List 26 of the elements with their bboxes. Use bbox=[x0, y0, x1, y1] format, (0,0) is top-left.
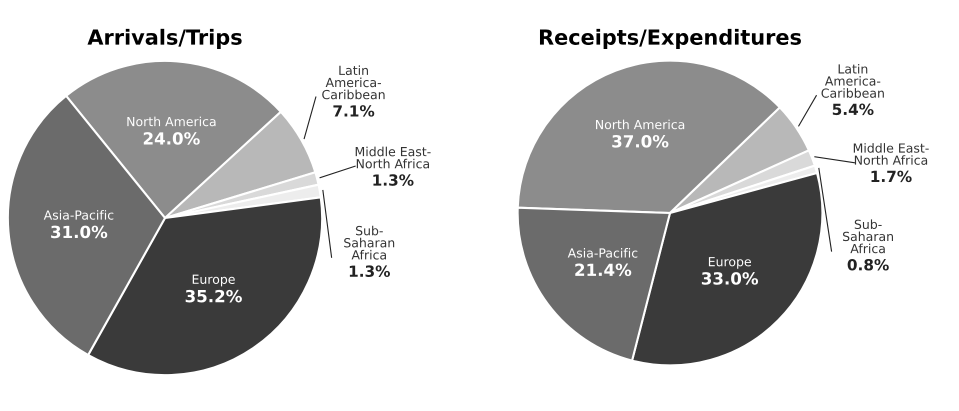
slice-label: Middle East- North Africa bbox=[854, 143, 929, 165]
slice-label: Sub- Saharan Africa bbox=[842, 219, 893, 254]
slice-label: Latin America- Caribbean bbox=[322, 65, 385, 100]
slice-label: Sub- Saharan Africa bbox=[344, 226, 394, 260]
chart-title: Arrivals/Trips bbox=[87, 28, 242, 49]
slice-label: Middle East- North Africa bbox=[356, 146, 431, 168]
slice-label: Europe bbox=[708, 257, 751, 269]
data-label: 1.3% bbox=[350, 265, 390, 277]
data-label: 21.4% bbox=[575, 263, 632, 276]
slice-label: Latin America- Caribbean bbox=[821, 64, 884, 98]
data-label: 24.0% bbox=[144, 132, 200, 145]
slice-label: Asia-Pacific bbox=[568, 248, 638, 258]
data-label: 31.0% bbox=[51, 226, 108, 238]
data-label: 1.3% bbox=[373, 174, 414, 186]
data-label: 0.8% bbox=[848, 258, 889, 271]
data-label: 5.4% bbox=[832, 104, 874, 116]
chart-title: Receipts/Expenditures bbox=[540, 28, 801, 49]
data-label: 1.7% bbox=[871, 170, 912, 182]
data-label: 7.1% bbox=[333, 105, 374, 117]
data-label: 33.0% bbox=[702, 272, 758, 285]
data-label: 37.0% bbox=[612, 135, 668, 148]
slice-label: North America bbox=[127, 116, 216, 126]
slice-label: Asia-Pacific bbox=[44, 210, 114, 220]
data-label: 35.2% bbox=[186, 290, 242, 302]
slice-label: North America bbox=[596, 120, 684, 130]
slice-label: Europe bbox=[192, 274, 235, 286]
